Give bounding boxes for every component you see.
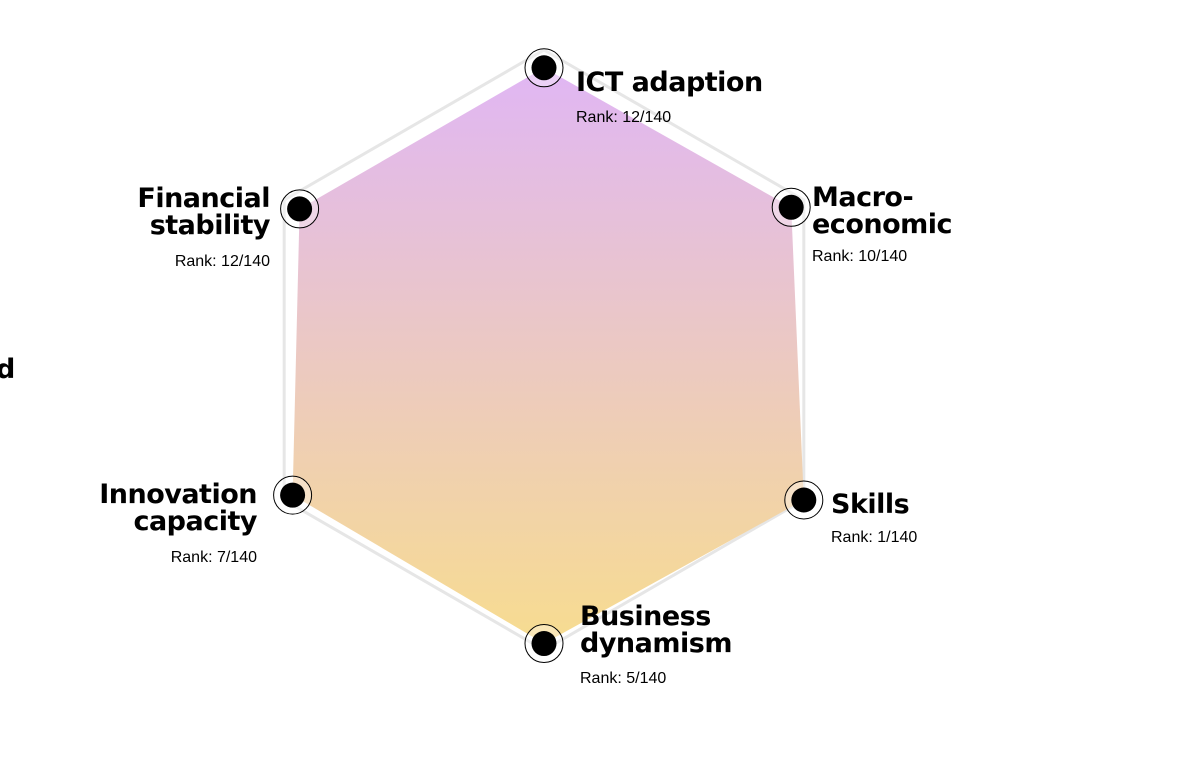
marker-3 xyxy=(524,624,564,664)
axis-label-0: ICT adaption xyxy=(576,69,763,96)
radar-data-area xyxy=(292,67,804,644)
rank-label-5: Rank: 12/140 xyxy=(174,253,270,270)
axis-label-line: Macro- xyxy=(812,182,914,213)
axis-label-2: Skills xyxy=(831,489,910,520)
axis-label-line: stability xyxy=(149,210,271,241)
axis-label-line: dynamism xyxy=(580,628,732,659)
rank-label-1: Rank: 10/140 xyxy=(812,248,908,265)
axis-label-4: Innovation capacity xyxy=(99,481,257,535)
marker-2 xyxy=(784,480,824,520)
radar-markers xyxy=(273,48,824,664)
marker-1 xyxy=(771,187,811,227)
rank-label-0: Rank: 12/140 xyxy=(576,109,672,126)
axis-label-3: Business dynamism xyxy=(580,603,732,657)
rank-label-3: Rank: 5/140 xyxy=(580,670,667,687)
axis-label-line: Financial xyxy=(137,183,270,214)
rank-label-2: Rank: 1/140 xyxy=(831,529,918,546)
axis-label-5: Financial stability xyxy=(137,185,270,239)
axis-label-line: Skills xyxy=(831,489,910,520)
marker-5 xyxy=(280,189,320,229)
axis-label-line: economic xyxy=(812,209,953,240)
rank-label-4: Rank: 7/140 xyxy=(170,549,257,566)
axis-label-line: capacity xyxy=(133,506,257,537)
axis-label-line: Innovation xyxy=(99,479,257,510)
axis-label-line: Business xyxy=(580,601,711,632)
marker-0 xyxy=(524,48,564,88)
cut-off-text: d xyxy=(0,354,16,385)
axis-label-line: ICT adaption xyxy=(576,67,763,98)
marker-4 xyxy=(273,475,313,515)
axis-label-1: Macro-economic xyxy=(812,182,953,240)
